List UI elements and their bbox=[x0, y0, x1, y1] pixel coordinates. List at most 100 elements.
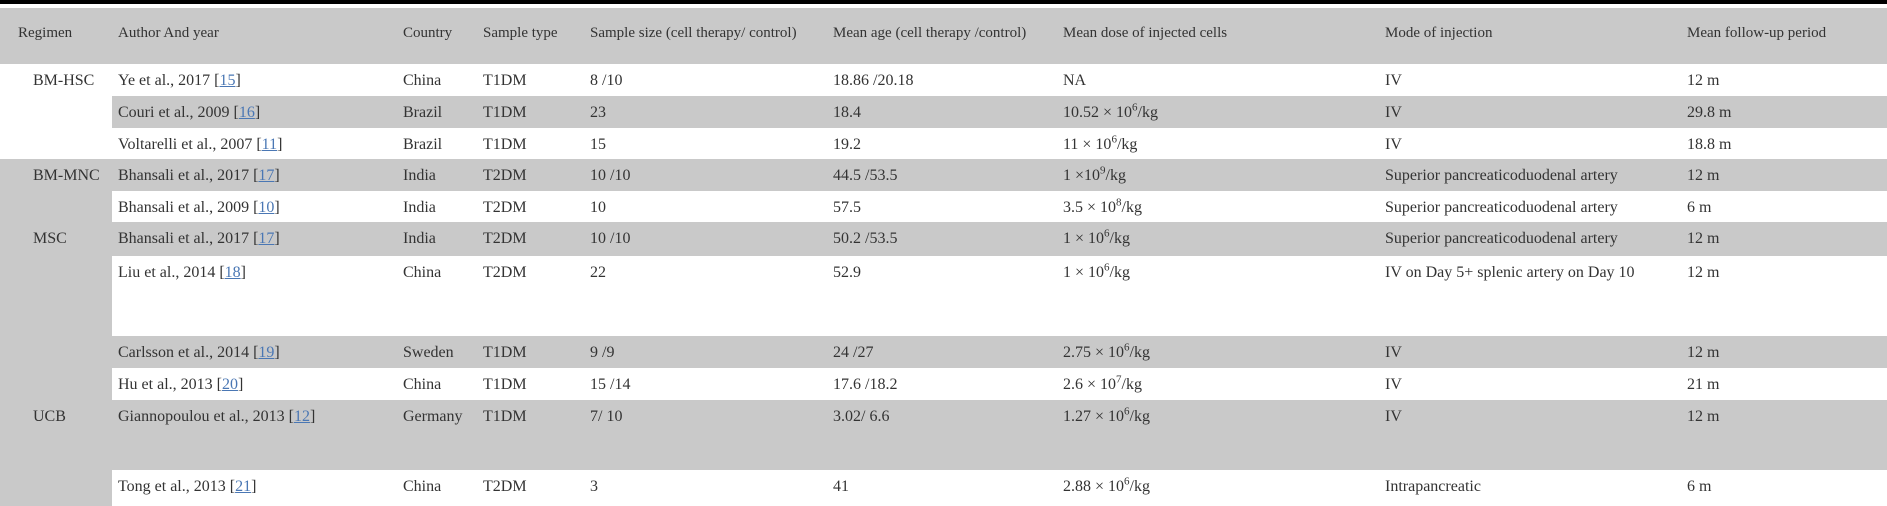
cell-author: Hu et al., 2013 [20] bbox=[118, 376, 244, 394]
cell-country: Germany bbox=[397, 400, 477, 471]
cell-mean-dose: 10.52 × 106/kg bbox=[1057, 96, 1379, 128]
cell-mode: Superior pancreaticoduodenal artery bbox=[1379, 159, 1681, 191]
citation-link[interactable]: 10 bbox=[258, 198, 275, 216]
cell-mean-dose: NA bbox=[1063, 72, 1087, 89]
table-row: Liu et al., 2014 [18] China T2DM 22 52.9 1 × … bbox=[0, 256, 1887, 336]
cell-mean-age: 18.4 bbox=[827, 96, 1057, 128]
cell-mode: IV bbox=[1379, 336, 1681, 369]
citation-link[interactable]: 15 bbox=[219, 72, 236, 89]
cell-regimen: MSC bbox=[0, 222, 112, 401]
cell-sample-size: 7/ 10 bbox=[584, 400, 827, 471]
cell-mode: Intrapancreatic bbox=[1385, 478, 1481, 496]
col-header-regimen: Regimen bbox=[0, 8, 112, 64]
cell-sample-type: T2DM bbox=[477, 159, 584, 191]
cell-author: Giannopoulou et al., 2013 [12] bbox=[112, 400, 397, 471]
cell-followup: 12 m bbox=[1681, 159, 1887, 191]
dose-exponent: 6 bbox=[1124, 476, 1130, 489]
cell-sample-type: T2DM bbox=[483, 478, 527, 496]
citation-link[interactable]: 21 bbox=[235, 478, 252, 496]
dose-exponent: 6 bbox=[1104, 262, 1110, 275]
table-top-border bbox=[0, 0, 1887, 4]
cell-sample-size: 8 /10 bbox=[590, 72, 623, 89]
col-header-country: Country bbox=[397, 8, 477, 64]
cell-sample-type: T2DM bbox=[477, 222, 584, 257]
cell-author: Bhansali et al., 2017 [17] bbox=[112, 222, 397, 257]
cell-mode: IV bbox=[1385, 376, 1402, 394]
cell-followup: 12 m bbox=[1681, 336, 1887, 369]
cell-followup: 6 m bbox=[1687, 478, 1712, 496]
cell-mode: IV bbox=[1385, 72, 1402, 89]
cell-sample-type: T1DM bbox=[477, 96, 584, 128]
col-header-followup: Mean follow-up period bbox=[1681, 8, 1887, 64]
dose-exponent: 6 bbox=[1111, 133, 1117, 146]
cell-author: Couri et al., 2009 [16] bbox=[112, 96, 397, 128]
citation-link[interactable]: 17 bbox=[258, 230, 275, 248]
cell-mode: IV bbox=[1379, 96, 1681, 128]
cell-sample-size: 22 bbox=[590, 264, 606, 282]
dose-exponent: 6 bbox=[1132, 101, 1138, 114]
cell-sample-type: T1DM bbox=[483, 72, 527, 89]
cell-sample-size: 10 bbox=[590, 198, 606, 216]
cell-regimen: BM-HSC bbox=[33, 72, 95, 89]
dose-exponent: 6 bbox=[1124, 342, 1130, 355]
cell-author: Ye et al., 2017 [15] bbox=[118, 72, 241, 89]
col-header-sample-size: Sample size (cell therapy/ control) bbox=[584, 8, 827, 64]
cell-mode: IV bbox=[1385, 135, 1402, 153]
table-row: Couri et al., 2009 [16] Brazil T1DM 23 18.4 1… bbox=[0, 96, 1887, 128]
cell-followup: 29.8 m bbox=[1681, 96, 1887, 128]
cell-followup: 12 m bbox=[1681, 400, 1887, 471]
col-header-mean-age: Mean age (cell therapy /control) bbox=[827, 8, 1057, 64]
header-row: Regimen Author And year Country Sample t… bbox=[0, 8, 1887, 64]
cell-mean-age: 52.9 bbox=[833, 264, 861, 282]
citation-link[interactable]: 17 bbox=[258, 167, 275, 185]
cell-sample-size: 10 /10 bbox=[584, 222, 827, 257]
cell-sample-size: 15 /14 bbox=[590, 376, 631, 394]
cell-sample-type: T1DM bbox=[483, 135, 527, 153]
cell-mean-dose: 1 ×109/kg bbox=[1057, 159, 1379, 191]
citation-link[interactable]: 11 bbox=[261, 135, 278, 153]
cell-mean-dose: 2.88 × 106/kg bbox=[1063, 476, 1150, 496]
cell-sample-type: T1DM bbox=[477, 336, 584, 369]
citation-link[interactable]: 12 bbox=[293, 408, 310, 426]
cell-followup: 18.8 m bbox=[1687, 135, 1732, 153]
table-row: Tong et al., 2013 [21] China T2DM 3 41 2.88 ×… bbox=[0, 470, 1887, 506]
table-row: Voltarelli et al., 2007 [11] Brazil T1DM 15… bbox=[0, 128, 1887, 160]
cell-author: Carlsson et al., 2014 [19] bbox=[112, 336, 397, 369]
cell-followup: 12 m bbox=[1687, 72, 1720, 89]
cell-mean-dose: 1.27 × 106/kg bbox=[1057, 400, 1379, 471]
col-header-author: Author And year bbox=[112, 8, 397, 64]
cell-followup: 12 m bbox=[1681, 222, 1887, 257]
cell-country: China bbox=[403, 264, 442, 282]
cell-country: China bbox=[403, 478, 442, 496]
cell-country: China bbox=[403, 376, 442, 394]
cell-mean-dose: 3.5 × 108/kg bbox=[1063, 196, 1142, 216]
table-row: BM-HSC Ye et al., 2017 [15] China T1DM 8 /10… bbox=[0, 64, 1887, 96]
cell-mean-age: 18.86 /20.18 bbox=[833, 72, 914, 89]
cell-mean-age: 24 /27 bbox=[827, 336, 1057, 369]
cell-mean-age: 57.5 bbox=[833, 198, 861, 216]
dose-exponent: 6 bbox=[1124, 406, 1130, 419]
cell-regimen: UCB bbox=[0, 400, 112, 506]
cell-sample-size: 23 bbox=[584, 96, 827, 128]
cell-regimen: BM-MNC bbox=[0, 159, 112, 223]
cell-country: Brazil bbox=[397, 96, 477, 128]
cell-author: Bhansali et al., 2017 [17] bbox=[112, 159, 397, 191]
cell-followup: 6 m bbox=[1687, 198, 1712, 216]
citation-link[interactable]: 20 bbox=[221, 376, 238, 394]
cell-mode: Superior pancreaticoduodenal artery bbox=[1385, 198, 1618, 216]
cell-mean-age: 3.02/ 6.6 bbox=[827, 400, 1057, 471]
citation-link[interactable]: 18 bbox=[224, 264, 241, 282]
cell-mean-age: 50.2 /53.5 bbox=[827, 222, 1057, 257]
citation-link[interactable]: 16 bbox=[238, 104, 255, 121]
citation-link[interactable]: 19 bbox=[258, 344, 275, 362]
cell-mean-dose: 11 × 106/kg bbox=[1063, 133, 1138, 153]
cell-country: India bbox=[397, 222, 477, 257]
cell-mean-age: 41 bbox=[833, 478, 849, 496]
cell-mean-dose: 1 × 106/kg bbox=[1063, 262, 1130, 282]
cell-mean-dose: 2.6 × 107/kg bbox=[1063, 374, 1142, 394]
col-header-sample-type: Sample type bbox=[477, 8, 584, 64]
dose-exponent: 7 bbox=[1116, 374, 1122, 387]
table-row: Hu et al., 2013 [20] China T1DM 15 /14 17.6 … bbox=[0, 368, 1887, 400]
col-header-mode: Mode of injection bbox=[1379, 8, 1681, 64]
